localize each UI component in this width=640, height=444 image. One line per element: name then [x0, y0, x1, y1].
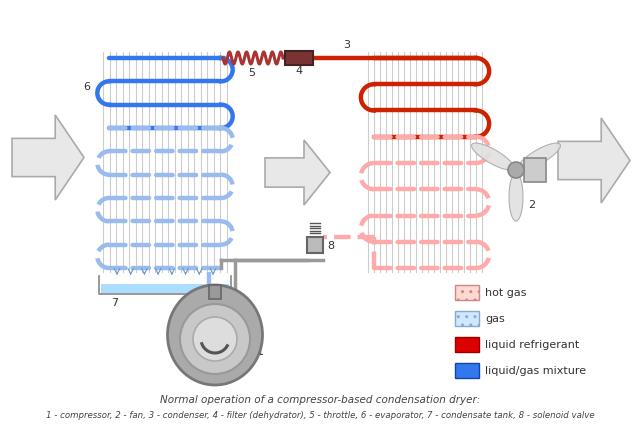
Text: gas: gas [485, 313, 505, 324]
Bar [524, 158, 546, 182]
Text: 3: 3 [343, 40, 350, 50]
Text: 1: 1 [257, 347, 264, 357]
Text: 4: 4 [295, 66, 302, 76]
Text: 6: 6 [83, 82, 90, 92]
Bar [455, 363, 479, 378]
Bar [455, 311, 479, 326]
Bar [455, 337, 479, 352]
Bar [101, 284, 229, 293]
Polygon shape [12, 115, 84, 200]
Polygon shape [509, 173, 523, 221]
Text: 2: 2 [528, 200, 535, 210]
Polygon shape [472, 143, 514, 170]
Text: 8: 8 [327, 241, 334, 251]
Bar [285, 51, 313, 65]
Polygon shape [265, 140, 330, 205]
Text: hot gas: hot gas [485, 288, 527, 297]
Circle shape [508, 162, 524, 178]
Bar [307, 237, 323, 253]
Circle shape [193, 317, 237, 361]
Text: liquid/gas mixture: liquid/gas mixture [485, 365, 586, 376]
Ellipse shape [180, 304, 250, 374]
Bar [209, 285, 221, 299]
Text: 5: 5 [248, 68, 255, 78]
Ellipse shape [168, 285, 262, 385]
Polygon shape [558, 118, 630, 203]
Bar [455, 285, 479, 300]
Polygon shape [518, 143, 561, 170]
Text: liquid refrigerant: liquid refrigerant [485, 340, 579, 349]
Text: Normal operation of a compressor-based condensation dryer:: Normal operation of a compressor-based c… [160, 395, 480, 405]
Text: 1 - compressor, 2 - fan, 3 - condenser, 4 - filter (dehydrator), 5 - throttle, 6: 1 - compressor, 2 - fan, 3 - condenser, … [45, 411, 595, 420]
Text: 7: 7 [111, 298, 118, 308]
